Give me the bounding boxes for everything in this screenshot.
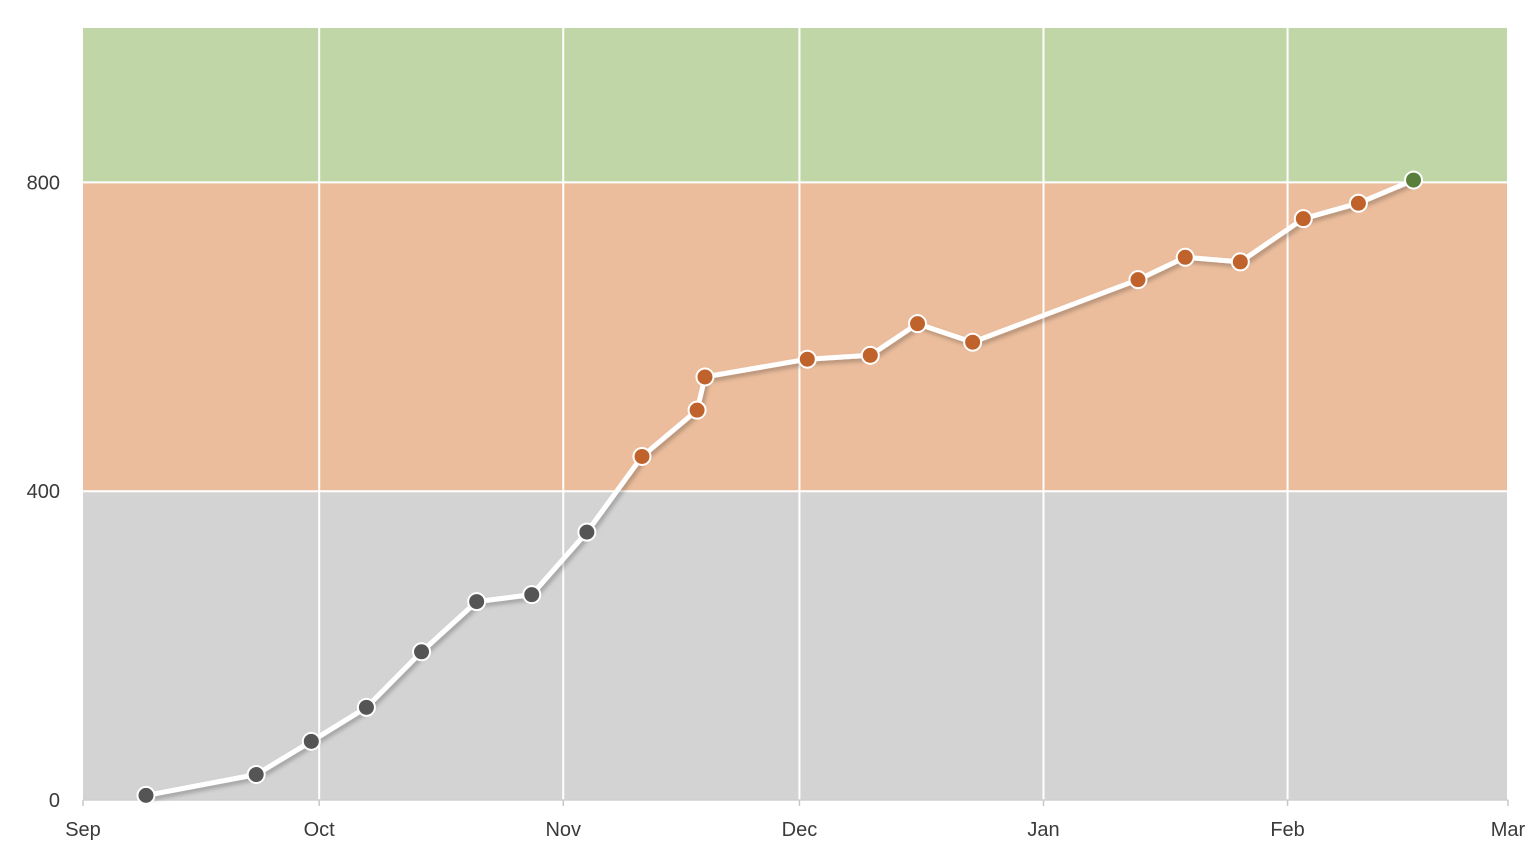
data-point (687, 400, 707, 420)
data-point (522, 585, 542, 605)
data-point (908, 314, 928, 334)
y-tick-label: 800 (27, 172, 60, 194)
data-point (136, 785, 156, 805)
x-tick-label: Jan (1027, 819, 1059, 841)
y-tick-label: 0 (49, 790, 60, 812)
x-tick-label: Sep (65, 819, 101, 841)
data-point (1404, 170, 1424, 190)
data-point (797, 349, 817, 369)
data-point (246, 765, 266, 785)
data-point (577, 522, 597, 542)
data-point (1230, 252, 1250, 272)
x-tick-label: Feb (1270, 819, 1304, 841)
x-tick-label: Mar (1491, 819, 1526, 841)
gridlines (83, 28, 1509, 800)
data-point (860, 345, 880, 365)
band-2 (83, 28, 1508, 183)
x-tick-label: Oct (304, 819, 336, 841)
series-points (136, 170, 1424, 805)
band-0 (83, 491, 1508, 800)
y-tick-label: 400 (27, 481, 60, 503)
data-point (1128, 270, 1148, 290)
data-point (467, 592, 487, 612)
data-point (695, 367, 715, 387)
band-1 (83, 182, 1508, 492)
data-point (301, 731, 321, 751)
x-tick-label: Nov (545, 819, 581, 841)
data-point (1293, 209, 1313, 229)
data-point (412, 642, 432, 662)
data-point (356, 697, 376, 717)
x-tick-label: Dec (782, 819, 818, 841)
background-bands (83, 28, 1508, 800)
data-point (1175, 247, 1195, 267)
data-point (963, 332, 983, 352)
data-point (632, 446, 652, 466)
data-point (1348, 193, 1368, 213)
axes: Sep Oct Nov Dec Jan Feb Mar 0 400 800 (27, 172, 1526, 841)
